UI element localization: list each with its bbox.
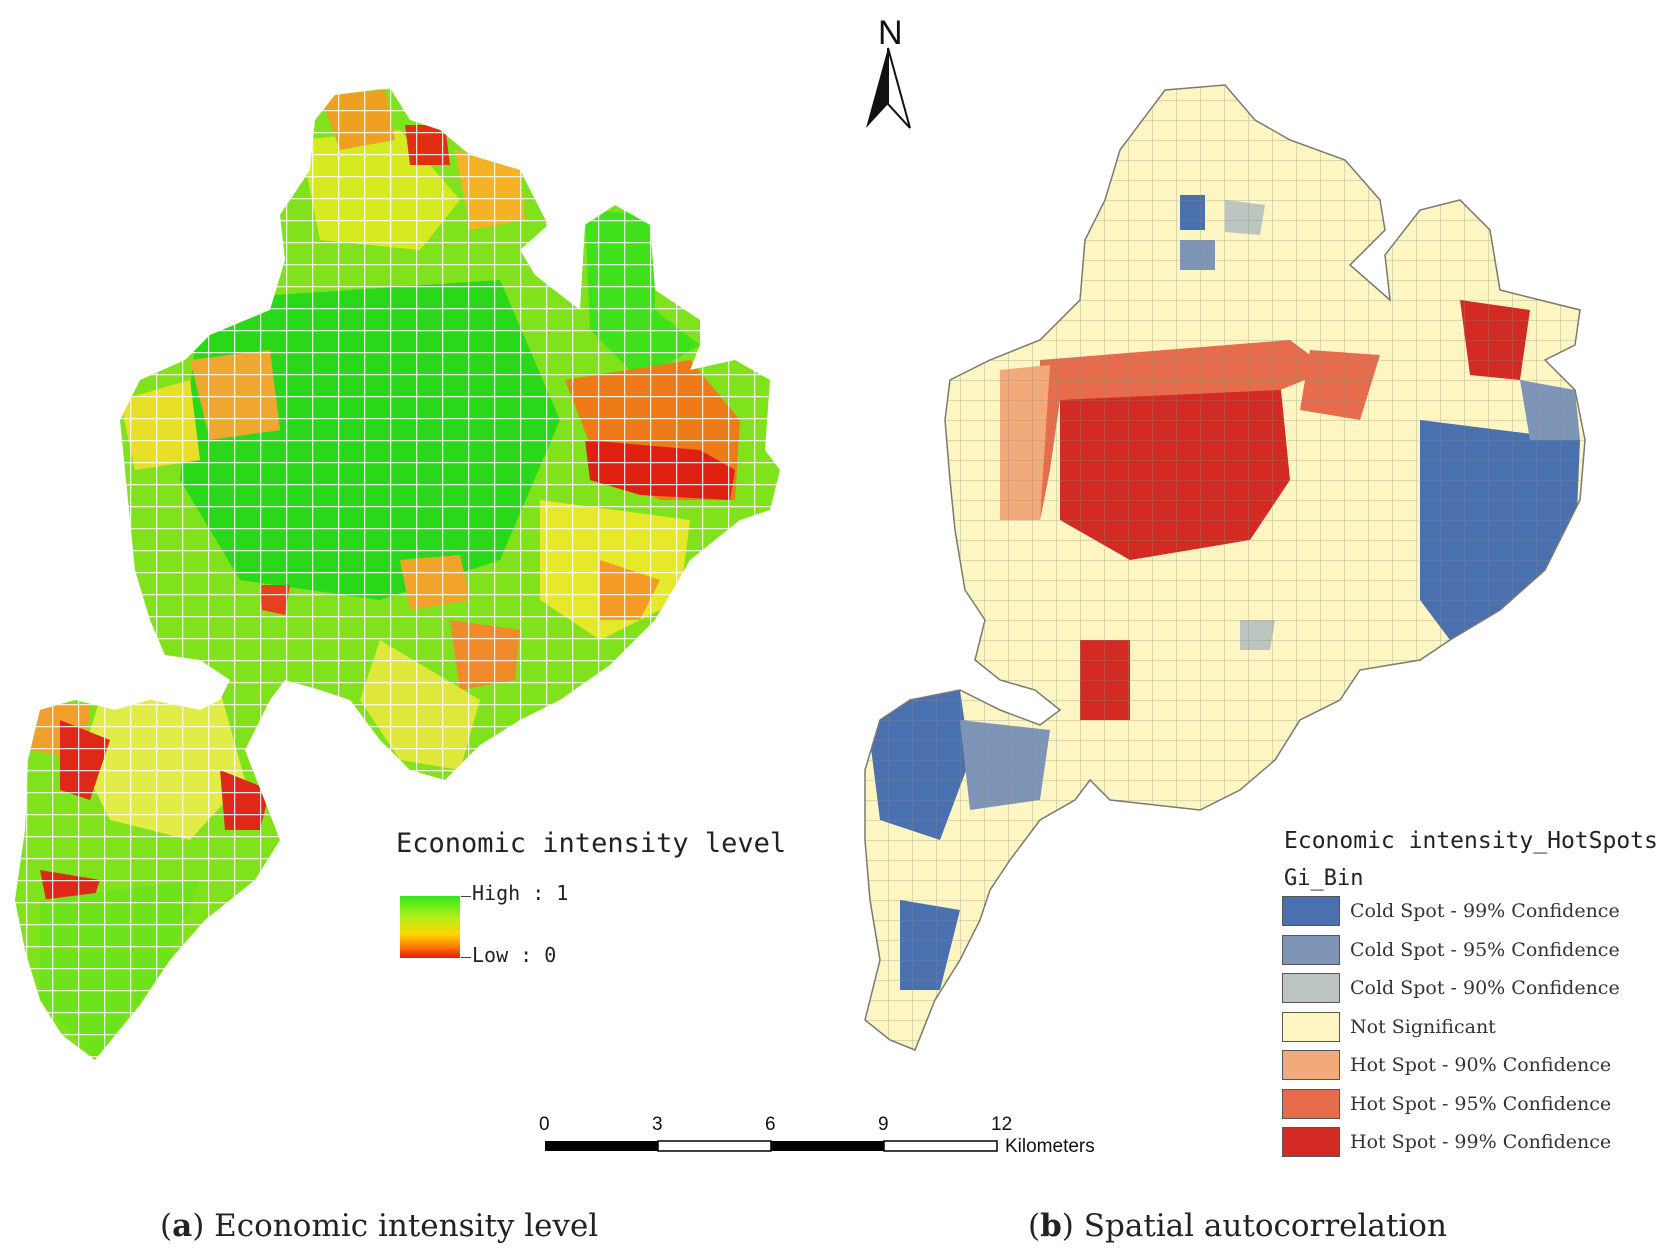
map-b-road-grid [865, 85, 1585, 1050]
legend-b-label: Hot Spot - 95% Confidence [1350, 1092, 1612, 1115]
caption-b: (b) Spatial autocorrelation [1028, 1208, 1447, 1244]
legend-b-swatch [1282, 1011, 1340, 1042]
scale-tick-label: 3 [652, 1114, 663, 1135]
legend-b-label: Cold Spot - 90% Confidence [1350, 977, 1620, 999]
legend-a-low: Low : 0 [472, 943, 557, 967]
scale-tick-label: 6 [765, 1114, 776, 1135]
legend-b-title: Economic intensity_HotSpots [1284, 828, 1658, 854]
legend-b-swatch [1282, 934, 1340, 965]
legend-b-swatch [1282, 896, 1340, 926]
legend-b-label: Hot Spot - 99% Confidence [1350, 1131, 1612, 1153]
legend-b-field: Gi_Bin [1284, 866, 1364, 891]
hotspot-map [865, 85, 1585, 1050]
caption-a-letter: a [172, 1208, 193, 1244]
caption-a: (a) Economic intensity level [160, 1208, 599, 1244]
legend-b-swatch [1282, 1050, 1340, 1080]
scale-unit: Kilometers [1005, 1136, 1095, 1157]
caption-b-text: Spatial autocorrelation [1083, 1208, 1447, 1244]
scale-tick-label: 0 [539, 1114, 550, 1135]
legend-b-label: Not Significant [1350, 1015, 1496, 1038]
caption-a-text: Economic intensity level [214, 1208, 599, 1244]
cold-95-c [1375, 680, 1410, 710]
legend-a-high: High : 1 [472, 881, 569, 905]
legend-b-swatch [1282, 1127, 1340, 1157]
legend-b-label: Hot Spot - 90% Confidence [1350, 1054, 1612, 1076]
north-label: N [878, 14, 903, 52]
legend-a-tick-high [461, 896, 471, 897]
caption-b-letter: b [1040, 1208, 1062, 1244]
scale-bar [545, 1140, 998, 1152]
map-b-outline [864, 84, 1586, 1051]
legend-a-title: Economic intensity level [396, 828, 787, 859]
legend-a-gradient [400, 896, 460, 958]
legend-a-tick-low [461, 957, 471, 958]
scale-tick-label: 12 [991, 1114, 1013, 1135]
legend-b-label: Cold Spot - 99% Confidence [1350, 900, 1620, 922]
legend-b-swatch [1282, 1088, 1340, 1119]
legend-b-label: Cold Spot - 95% Confidence [1350, 938, 1620, 961]
north-arrow-icon [866, 47, 911, 129]
scale-tick-label: 9 [878, 1114, 889, 1135]
legend-b-swatch [1282, 973, 1340, 1003]
